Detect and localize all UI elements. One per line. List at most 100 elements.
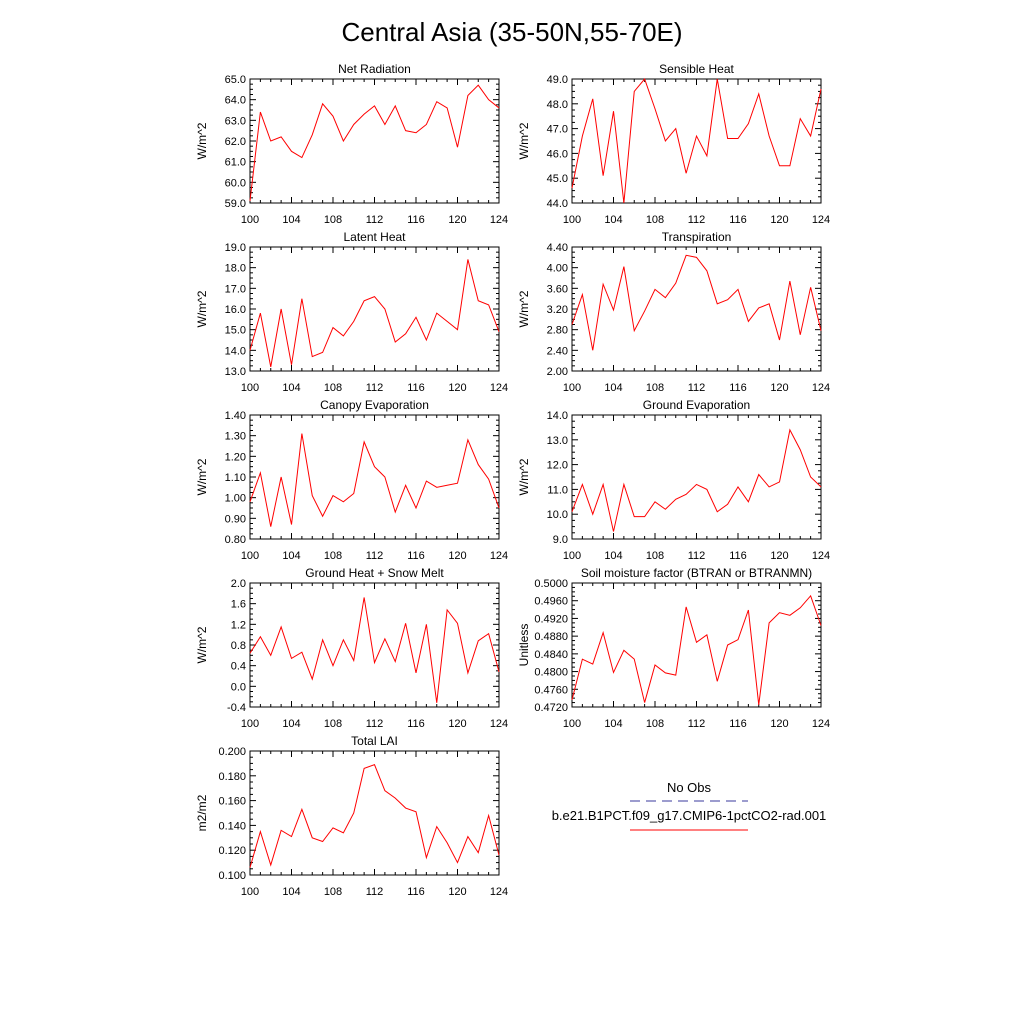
y-axis-label: W/m^2 — [517, 458, 531, 495]
x-tick-label: 120 — [448, 382, 466, 394]
y-tick-label: 0.0 — [231, 681, 246, 693]
y-tick-label: 44.0 — [547, 198, 568, 210]
y-axis-label: W/m^2 — [195, 458, 209, 495]
panel-title: Canopy Evaporation — [320, 398, 429, 412]
y-tick-label: 12.0 — [547, 460, 568, 472]
x-tick-label: 116 — [407, 382, 425, 394]
x-tick-label: 124 — [812, 550, 830, 562]
x-tick-label: 100 — [241, 550, 259, 562]
plot-frame — [249, 414, 500, 540]
chart-panel: Transpiration W/m^2 2.00 2.40 2.80 3.20 3.60 4.… — [517, 230, 830, 394]
series-line — [249, 433, 500, 527]
plot-frame — [571, 582, 822, 708]
y-tick-label: 59.0 — [225, 198, 246, 210]
plot-frame — [571, 78, 822, 204]
y-tick-label: 0.200 — [218, 746, 246, 758]
y-tick-label: 17.0 — [225, 283, 246, 295]
series-line — [249, 597, 500, 703]
x-tick-label: 104 — [604, 718, 622, 730]
x-tick-label: 124 — [490, 214, 508, 226]
x-tick-label: 112 — [366, 550, 384, 562]
y-tick-label: 0.80 — [225, 534, 246, 546]
x-tick-label: 124 — [812, 382, 830, 394]
y-tick-label: 49.0 — [547, 74, 568, 86]
chart-panel: Total LAI m2/m2 0.100 0.120 0.140 0.160 0.180 0… — [195, 734, 508, 898]
x-tick-label: 112 — [688, 214, 706, 226]
y-tick-label: 47.0 — [547, 124, 568, 136]
x-tick-label: 124 — [490, 886, 508, 898]
plot-frame — [249, 750, 500, 876]
x-tick-label: 112 — [366, 214, 384, 226]
x-tick-label: 104 — [282, 886, 300, 898]
plot-frame — [249, 78, 500, 204]
chart-panel: Sensible Heat W/m^2 44.0 45.0 46.0 47.0 48.0 49… — [517, 62, 830, 226]
y-tick-label: 16.0 — [225, 304, 246, 316]
x-tick-label: 120 — [448, 214, 466, 226]
series-line — [249, 259, 500, 367]
chart-panel: Soil moisture factor (BTRAN or BTRANMN) U… — [517, 566, 830, 730]
y-tick-label: 0.4720 — [534, 702, 568, 714]
y-tick-label: 46.0 — [547, 148, 568, 160]
x-tick-label: 104 — [604, 382, 622, 394]
y-tick-label: 13.0 — [547, 435, 568, 447]
x-tick-label: 108 — [646, 382, 664, 394]
x-tick-label: 112 — [366, 382, 384, 394]
x-tick-label: 112 — [366, 718, 384, 730]
y-tick-label: 0.4920 — [534, 613, 568, 625]
x-tick-label: 100 — [241, 886, 259, 898]
y-axis-label: W/m^2 — [195, 626, 209, 663]
x-tick-label: 124 — [490, 382, 508, 394]
y-axis-label: Unitless — [517, 624, 531, 667]
x-tick-label: 108 — [324, 214, 342, 226]
panel-title: Transpiration — [662, 230, 732, 244]
y-tick-label: 9.0 — [553, 534, 568, 546]
panel-title: Ground Evaporation — [643, 398, 750, 412]
y-tick-label: 0.8 — [231, 640, 246, 652]
y-tick-label: 0.4840 — [534, 649, 568, 661]
series-line — [571, 254, 822, 351]
y-tick-label: 0.100 — [218, 870, 246, 882]
y-tick-label: 65.0 — [225, 74, 246, 86]
panel-title: Latent Heat — [343, 230, 406, 244]
y-tick-label: 10.0 — [547, 509, 568, 521]
y-tick-label: 64.0 — [225, 95, 246, 107]
panel-title: Total LAI — [351, 734, 398, 748]
y-tick-label: 4.40 — [547, 242, 568, 254]
series-line — [571, 428, 822, 532]
x-tick-label: 116 — [729, 214, 747, 226]
legend-label: No Obs — [667, 780, 712, 795]
y-tick-label: 3.60 — [547, 283, 568, 295]
x-tick-label: 104 — [282, 550, 300, 562]
y-tick-label: 18.0 — [225, 263, 246, 275]
y-tick-label: 0.5000 — [534, 578, 568, 590]
y-tick-label: 0.160 — [218, 796, 246, 808]
x-tick-label: 116 — [407, 718, 425, 730]
panel-title: Sensible Heat — [659, 62, 734, 76]
y-tick-label: 0.4960 — [534, 596, 568, 608]
x-tick-label: 100 — [241, 382, 259, 394]
x-tick-label: 108 — [324, 886, 342, 898]
x-tick-label: 116 — [407, 214, 425, 226]
x-tick-label: 120 — [770, 382, 788, 394]
x-tick-label: 124 — [490, 718, 508, 730]
y-tick-label: 2.40 — [547, 345, 568, 357]
y-tick-label: 1.40 — [225, 410, 246, 422]
y-tick-label: 0.4800 — [534, 667, 568, 679]
x-tick-label: 116 — [407, 886, 425, 898]
x-tick-label: 116 — [729, 550, 747, 562]
y-tick-label: 48.0 — [547, 99, 568, 111]
y-tick-label: 14.0 — [225, 345, 246, 357]
y-tick-label: 0.4 — [231, 661, 246, 673]
y-tick-label: -0.4 — [227, 702, 246, 714]
x-tick-label: 124 — [812, 214, 830, 226]
legend: No Obs b.e21.B1PCT.f09_g17.CMIP6-1pctCO2-… — [552, 780, 826, 831]
x-tick-label: 108 — [324, 550, 342, 562]
y-tick-label: 2.80 — [547, 325, 568, 337]
x-tick-label: 100 — [241, 214, 259, 226]
y-tick-label: 11.0 — [547, 484, 568, 496]
series-line — [249, 84, 500, 201]
y-tick-label: 1.00 — [225, 493, 246, 505]
x-tick-label: 124 — [490, 550, 508, 562]
x-tick-label: 120 — [448, 886, 466, 898]
y-tick-label: 0.140 — [218, 820, 246, 832]
